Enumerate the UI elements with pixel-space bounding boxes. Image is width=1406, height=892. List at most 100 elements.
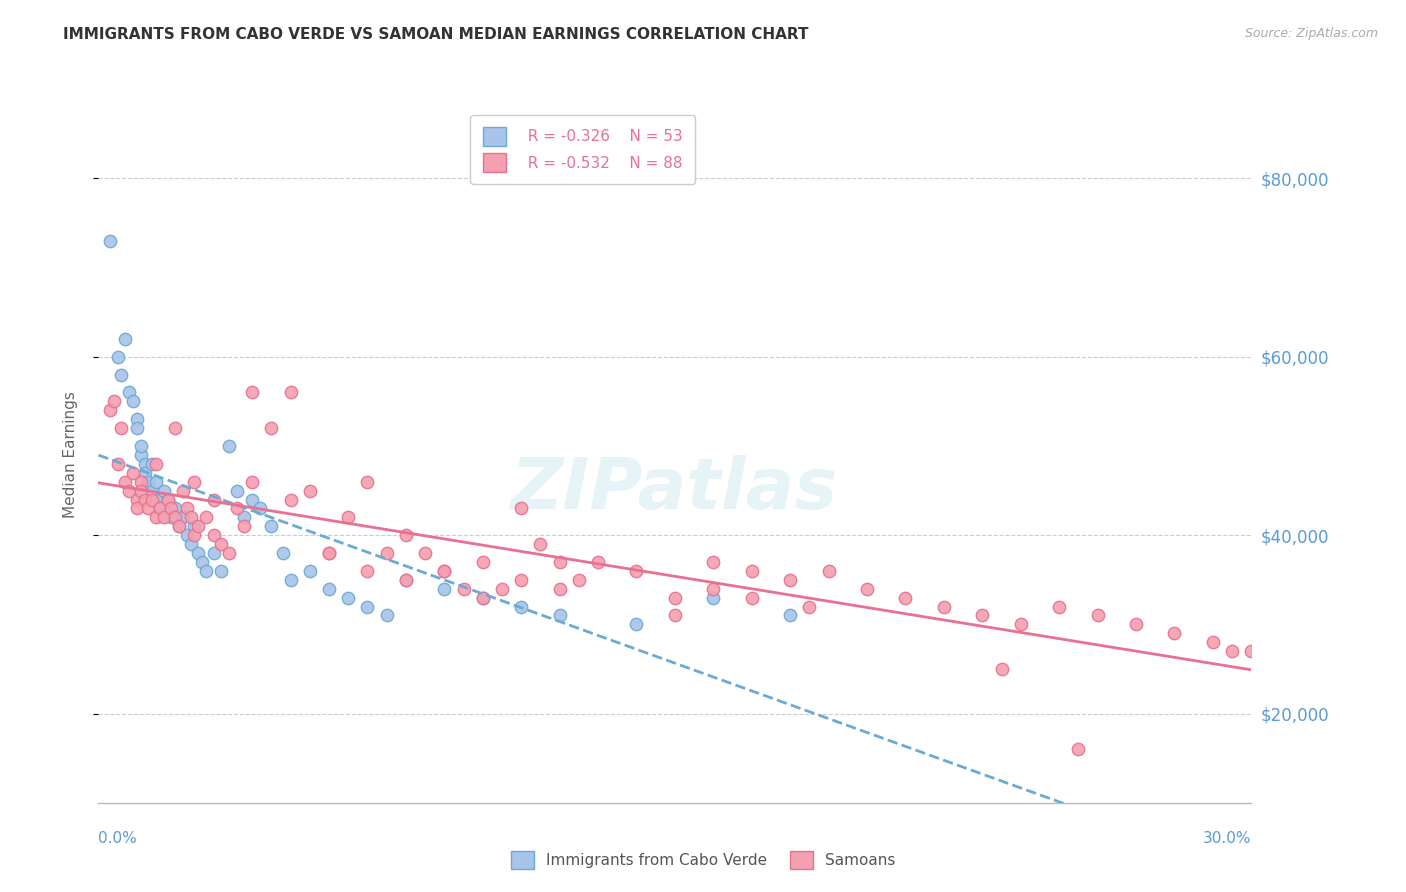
Point [202,546,225,560]
Point [626,564,648,578]
Point [152,483,174,498]
Point [664,608,686,623]
Point [165,421,187,435]
Point [990,662,1012,676]
Point [433,564,456,578]
Point [260,421,283,435]
Point [167,519,190,533]
Legend:   R = -0.326    N = 53,   R = -0.532    N = 88: R = -0.326 N = 53, R = -0.532 N = 88 [471,115,695,184]
Point [172,483,194,498]
Point [702,582,724,596]
Point [160,501,183,516]
Point [165,501,187,516]
Point [141,457,163,471]
Point [741,591,763,605]
Point [183,519,205,533]
Point [741,564,763,578]
Point [702,555,724,569]
Point [125,421,148,435]
Point [271,546,294,560]
Point [172,510,194,524]
Point [183,475,205,489]
Point [548,608,571,623]
Point [98,403,121,417]
Point [280,573,302,587]
Point [129,475,152,489]
Point [779,608,801,623]
Point [209,537,232,551]
Point [149,501,172,516]
Legend: Immigrants from Cabo Verde, Samoans: Immigrants from Cabo Verde, Samoans [505,845,901,875]
Point [149,501,172,516]
Point [145,510,167,524]
Point [779,573,801,587]
Point [195,510,218,524]
Text: IMMIGRANTS FROM CABO VERDE VS SAMOAN MEDIAN EARNINGS CORRELATION CHART: IMMIGRANTS FROM CABO VERDE VS SAMOAN MED… [63,27,808,42]
Point [298,483,321,498]
Point [510,599,533,614]
Point [280,385,302,400]
Point [195,564,218,578]
Point [1202,635,1225,649]
Text: Source: ZipAtlas.com: Source: ZipAtlas.com [1244,27,1378,40]
Point [176,528,198,542]
Point [1163,626,1185,640]
Point [125,412,148,426]
Point [122,394,145,409]
Point [202,528,225,542]
Y-axis label: Median Earnings: Median Earnings [63,392,77,518]
Point [145,475,167,489]
Point [129,483,152,498]
Point [183,528,205,542]
Point [218,546,240,560]
Point [134,492,156,507]
Point [187,546,209,560]
Point [260,519,283,533]
Point [134,466,156,480]
Point [129,439,152,453]
Point [160,510,183,524]
Point [167,519,190,533]
Point [318,546,340,560]
Point [280,492,302,507]
Point [1047,599,1070,614]
Point [972,608,994,623]
Point [98,234,121,248]
Point [491,582,513,596]
Point [1010,617,1032,632]
Point [134,457,156,471]
Point [471,591,494,605]
Point [156,492,179,507]
Point [510,501,533,516]
Point [187,519,209,533]
Point [433,564,456,578]
Point [1067,742,1090,756]
Point [413,546,436,560]
Point [395,528,418,542]
Point [233,519,256,533]
Text: 0.0%: 0.0% [98,830,138,846]
Point [240,492,263,507]
Point [395,573,418,587]
Point [240,385,263,400]
Point [145,457,167,471]
Point [626,617,648,632]
Point [433,582,456,596]
Point [337,510,360,524]
Point [180,510,202,524]
Point [209,564,232,578]
Point [138,475,160,489]
Point [1240,644,1263,658]
Point [799,599,821,614]
Point [356,475,378,489]
Point [375,546,398,560]
Point [471,591,494,605]
Point [191,555,214,569]
Point [932,599,955,614]
Point [152,510,174,524]
Point [233,510,256,524]
Point [118,385,141,400]
Point [180,537,202,551]
Point [568,573,591,587]
Point [125,501,148,516]
